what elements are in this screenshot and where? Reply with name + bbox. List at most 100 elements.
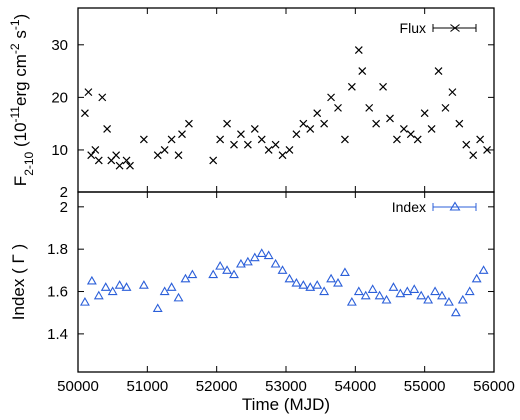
flux-point: [483, 146, 491, 154]
index-y-tick-label: 1.4: [47, 326, 68, 343]
flux-point: [406, 130, 415, 139]
index-point: [312, 280, 323, 289]
index-point: [79, 297, 90, 306]
flux-point: [223, 119, 231, 128]
index-point: [256, 248, 267, 257]
index-point: [222, 265, 233, 274]
index-point: [114, 280, 125, 289]
index-point: [464, 286, 475, 296]
index-y-tick-label: 1.6: [47, 284, 68, 301]
index-point: [242, 256, 253, 266]
index-y-axis-title: Index ( Γ ): [9, 244, 28, 320]
time-x-tick-label: 55000: [404, 378, 446, 395]
flux-point: [185, 119, 193, 128]
flux-y-tick-label: 30: [51, 37, 68, 54]
flux-point: [209, 156, 218, 165]
index-point: [291, 277, 302, 287]
index-point: [263, 250, 274, 260]
flux-point: [115, 161, 124, 170]
flux-panel: 2 10 20 30 Flux: [51, 7, 495, 201]
flux-point: [399, 124, 408, 133]
flux-point: [313, 109, 322, 118]
flux-point: [462, 140, 471, 149]
flux-point: [441, 103, 450, 112]
flux-point: [237, 130, 245, 139]
flux-y-axis-title: F2-10 (10-11erg cm-2 s-1): [8, 14, 36, 186]
index-point: [326, 273, 337, 283]
index-point: [388, 282, 399, 291]
index-point: [235, 258, 246, 268]
flux-point: [153, 151, 162, 160]
flux-point: [386, 114, 394, 123]
index-point: [152, 303, 163, 313]
flux-point: [393, 135, 401, 144]
flux-point: [122, 156, 131, 165]
flux-y-tick-label: 20: [51, 89, 68, 106]
flux-point: [476, 135, 485, 144]
index-point: [305, 282, 316, 291]
flux-point: [94, 156, 103, 165]
index-point: [86, 275, 97, 285]
flux-point: [98, 93, 107, 102]
index-point: [284, 273, 295, 283]
flux-point: [427, 124, 436, 133]
time-x-tick-label: 53000: [265, 378, 307, 395]
index-point: [215, 261, 226, 270]
flux-legend-x-marker: [450, 24, 460, 32]
flux-point: [365, 103, 374, 112]
index-point: [208, 269, 219, 279]
index-point: [478, 265, 489, 274]
index-point: [423, 294, 434, 304]
index-point: [270, 258, 281, 268]
index-point: [450, 307, 461, 317]
flux-point: [139, 135, 148, 144]
index-point: [353, 286, 364, 296]
flux-point: [448, 88, 457, 97]
flux-point: [178, 130, 186, 139]
index-point: [173, 292, 184, 302]
time-x-tick-label: 51000: [126, 378, 168, 395]
index-point: [416, 290, 427, 300]
flux-point: [112, 151, 121, 160]
index-point: [333, 277, 343, 287]
index-point: [159, 286, 170, 296]
flux-point: [379, 82, 387, 91]
index-point: [138, 280, 149, 289]
flux-point: [167, 135, 176, 144]
index-point: [437, 290, 447, 300]
index-point: [339, 267, 350, 277]
flux-point: [341, 135, 349, 144]
flux-point: [420, 109, 429, 118]
index-legend-label: Index: [392, 199, 426, 215]
index-point: [374, 290, 385, 300]
index-point: [229, 269, 239, 279]
flux-point: [230, 140, 238, 149]
index-point: [93, 290, 104, 300]
flux-point: [320, 119, 329, 128]
flux-point: [264, 146, 273, 154]
index-point: [277, 265, 288, 274]
flux-point: [84, 88, 93, 97]
index-point: [409, 284, 420, 293]
flux-point: [354, 46, 363, 54]
flux-legend: Flux: [400, 20, 477, 36]
flux-point: [174, 151, 183, 160]
flux-y-tick-label: 10: [51, 142, 68, 159]
index-point: [346, 297, 357, 306]
flux-y-tick-label: 2: [60, 184, 68, 201]
index-legend: Index: [392, 199, 477, 215]
index-panel: 1.4 1.6 1.8 2 50000 51000 52000 53000 54000 5500…: [47, 8, 515, 395]
flux-point: [358, 67, 367, 76]
flux-point: [334, 103, 342, 112]
index-point: [100, 282, 111, 291]
index-point: [249, 252, 260, 262]
flux-point: [91, 146, 100, 154]
time-x-tick-label: 52000: [196, 378, 238, 395]
flux-point: [216, 135, 225, 144]
index-point: [319, 286, 330, 296]
index-y-tick-label: 1.8: [47, 241, 68, 258]
flux-point: [327, 93, 335, 102]
flux-y-ticks: 2 10 20 30: [51, 37, 494, 201]
index-point: [360, 290, 371, 300]
